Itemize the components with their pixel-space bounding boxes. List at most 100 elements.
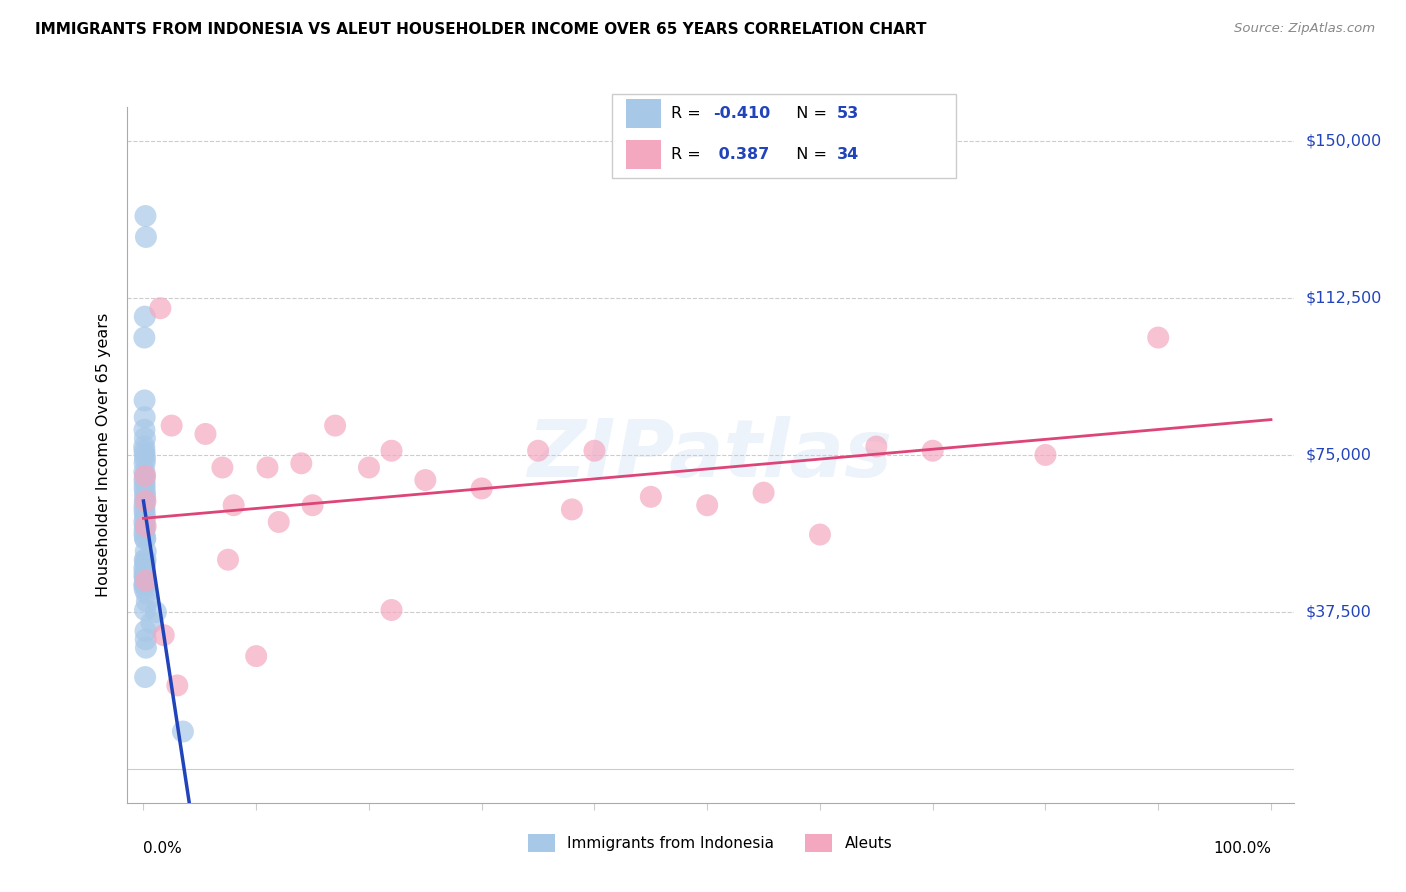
Point: [134, 209, 156, 223]
Point: [323, 418, 346, 433]
Point: [134, 310, 156, 324]
Point: [194, 427, 217, 442]
Point: [865, 440, 887, 454]
Point: [357, 460, 380, 475]
Text: R =: R =: [671, 106, 706, 120]
Point: [135, 544, 157, 558]
Point: [134, 465, 156, 479]
Point: [561, 502, 583, 516]
Point: [267, 515, 290, 529]
Point: [134, 532, 156, 546]
Point: [134, 557, 156, 571]
Point: [135, 640, 157, 655]
Point: [135, 552, 157, 566]
Point: [134, 490, 156, 504]
Point: [134, 498, 156, 512]
Point: [134, 468, 156, 483]
Point: [134, 494, 156, 508]
Text: 100.0%: 100.0%: [1213, 840, 1271, 855]
Text: 53: 53: [837, 106, 859, 120]
Text: N =: N =: [786, 147, 832, 161]
Point: [134, 582, 156, 596]
Point: [1035, 448, 1057, 462]
Y-axis label: Householder Income Over 65 years: Householder Income Over 65 years: [96, 313, 111, 597]
Point: [134, 482, 156, 496]
Point: [135, 594, 157, 608]
Point: [134, 624, 156, 638]
Point: [134, 440, 156, 454]
Point: [135, 230, 157, 244]
Point: [134, 330, 156, 344]
Point: [134, 494, 156, 508]
Point: [135, 586, 157, 600]
Point: [134, 532, 156, 546]
Point: [134, 574, 156, 588]
Point: [134, 519, 156, 533]
Text: N =: N =: [786, 106, 832, 120]
Point: [134, 477, 156, 491]
Text: $37,500: $37,500: [1305, 605, 1371, 620]
Point: [149, 301, 172, 316]
Point: [145, 605, 167, 619]
Point: [301, 498, 323, 512]
Point: [135, 519, 157, 533]
Point: [134, 423, 156, 437]
Legend: Immigrants from Indonesia, Aleuts: Immigrants from Indonesia, Aleuts: [522, 828, 898, 858]
Point: [134, 468, 156, 483]
Point: [134, 670, 156, 684]
Point: [222, 498, 245, 512]
Text: -0.410: -0.410: [713, 106, 770, 120]
Point: [134, 524, 156, 538]
Point: [471, 482, 494, 496]
Point: [134, 561, 156, 575]
Point: [290, 456, 312, 470]
Point: [527, 443, 550, 458]
Point: [166, 678, 188, 692]
Text: 0.0%: 0.0%: [143, 840, 183, 855]
Point: [134, 507, 156, 521]
Point: [921, 443, 943, 458]
Point: [134, 473, 156, 487]
Point: [134, 569, 156, 583]
Point: [134, 515, 156, 529]
Point: [134, 578, 156, 592]
Text: ZIPatlas: ZIPatlas: [527, 416, 893, 494]
Point: [217, 552, 239, 566]
Point: [141, 615, 163, 630]
Point: [134, 552, 156, 566]
Point: [134, 566, 156, 580]
Point: [134, 410, 156, 425]
Point: [134, 510, 156, 524]
Point: [152, 628, 174, 642]
Point: [134, 452, 156, 467]
Point: [380, 603, 402, 617]
Text: Source: ZipAtlas.com: Source: ZipAtlas.com: [1234, 22, 1375, 36]
Point: [172, 724, 194, 739]
Point: [134, 603, 156, 617]
Point: [134, 448, 156, 462]
Text: 34: 34: [837, 147, 859, 161]
Point: [211, 460, 233, 475]
Point: [415, 473, 437, 487]
Point: [380, 443, 402, 458]
Point: [134, 527, 156, 541]
Point: [134, 431, 156, 445]
Point: [583, 443, 606, 458]
Point: [134, 443, 156, 458]
Point: [134, 456, 156, 470]
Point: [640, 490, 662, 504]
Point: [134, 569, 156, 583]
Text: 0.387: 0.387: [713, 147, 769, 161]
Point: [256, 460, 278, 475]
Point: [808, 527, 831, 541]
Point: [245, 649, 267, 664]
Point: [752, 485, 775, 500]
Point: [1147, 330, 1170, 344]
Point: [134, 578, 156, 592]
Text: $112,500: $112,500: [1305, 290, 1382, 305]
Text: $75,000: $75,000: [1305, 448, 1371, 462]
Point: [160, 418, 183, 433]
Point: [134, 393, 156, 408]
Point: [135, 574, 157, 588]
Text: $150,000: $150,000: [1305, 133, 1382, 148]
